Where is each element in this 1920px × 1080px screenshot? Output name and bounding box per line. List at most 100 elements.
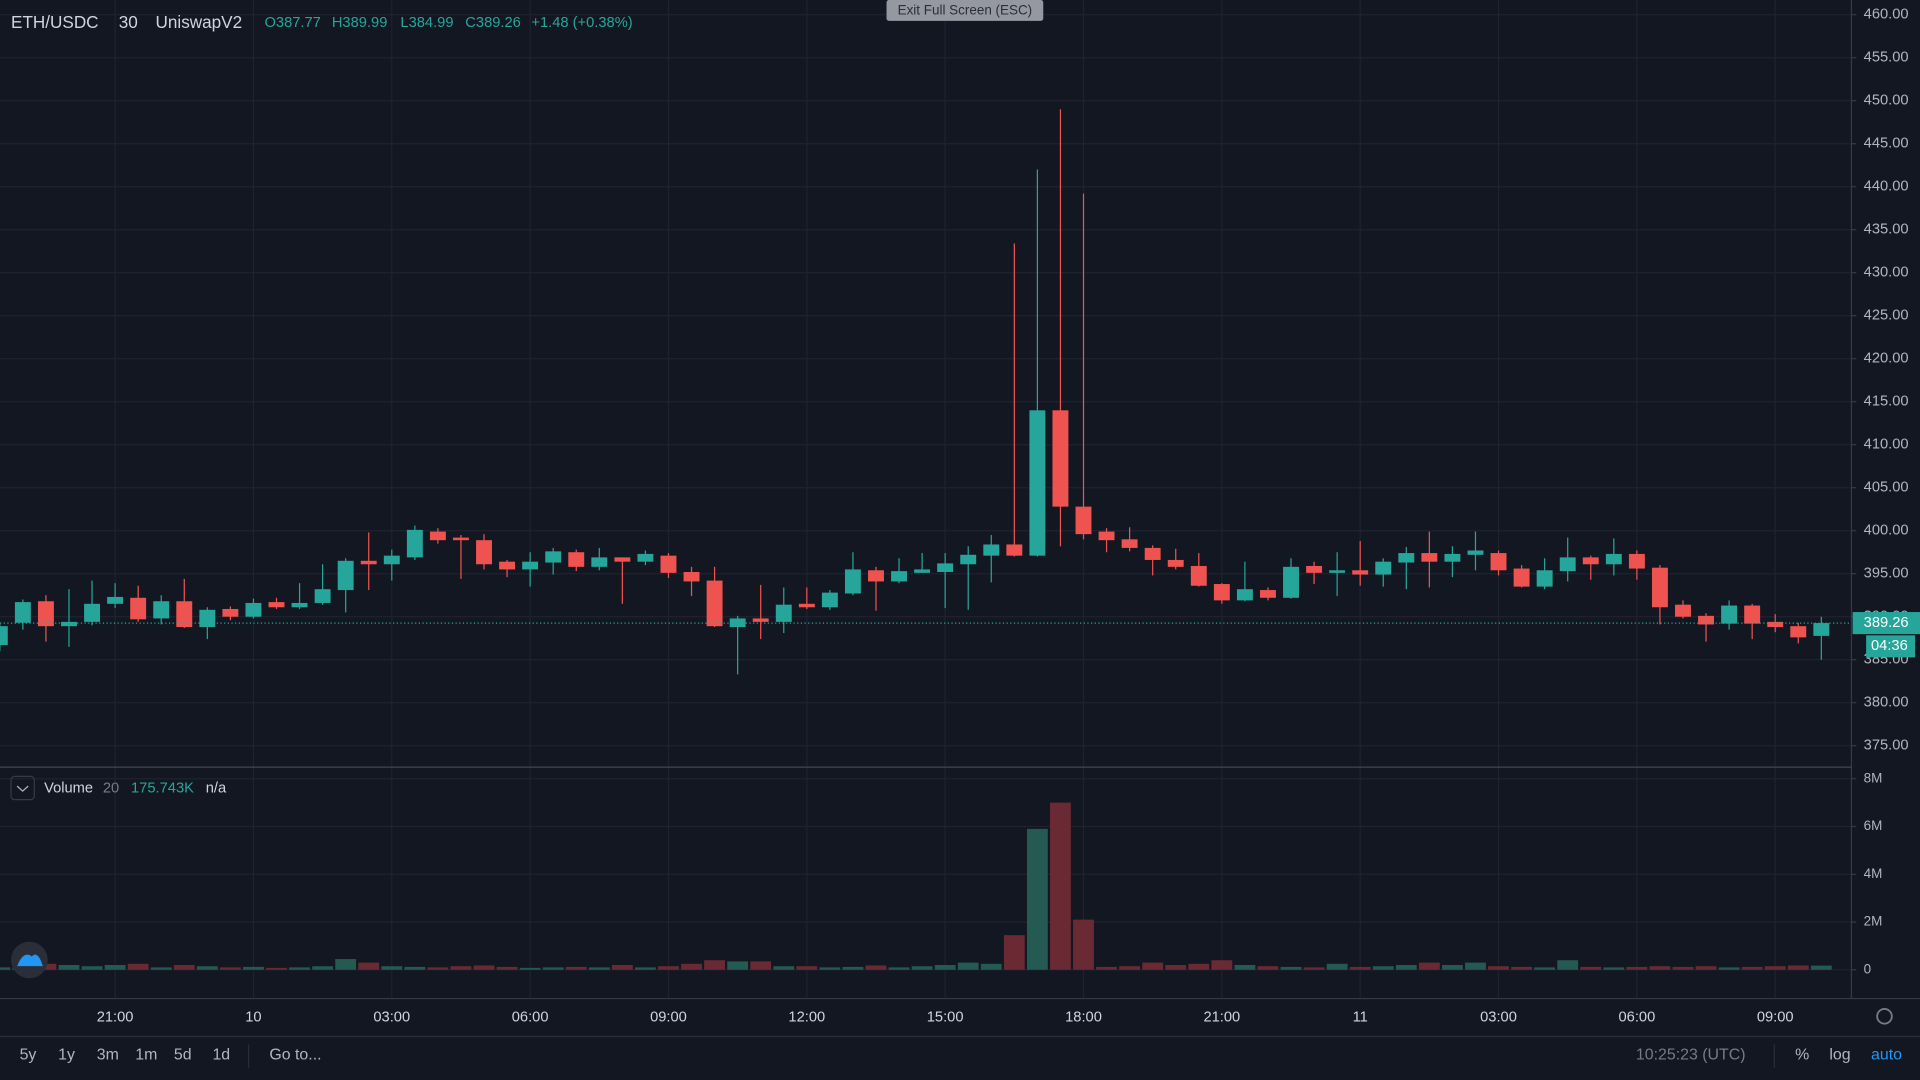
x-tick-label: 18:00	[1065, 1009, 1102, 1025]
candle-body	[960, 554, 977, 565]
x-tick-label: 03:00	[373, 1009, 410, 1025]
volume-bar	[1372, 966, 1394, 970]
candle-body	[314, 589, 331, 603]
y-tick-label: 445.00	[1864, 136, 1909, 152]
volume-bar	[1580, 966, 1602, 970]
collapse-icon[interactable]	[16, 785, 29, 792]
volume-bar	[127, 963, 149, 970]
volume-bar	[1026, 828, 1048, 970]
volume-bar	[980, 963, 1002, 970]
volume-bar	[1257, 966, 1279, 970]
y-tick-label: 0	[1864, 961, 1871, 976]
collapse-button[interactable]	[10, 775, 35, 801]
volume-title: Volume	[44, 780, 93, 796]
candle-body	[61, 621, 77, 627]
candle-body	[429, 531, 446, 541]
candle-body	[775, 604, 792, 622]
countdown-box	[1866, 635, 1916, 658]
candle-body	[1352, 570, 1369, 575]
range-button[interactable]: 3m	[97, 1047, 119, 1064]
last-price-label: 389.26	[1864, 615, 1909, 631]
exit-fullscreen[interactable]	[886, 0, 1044, 21]
range-button[interactable]: 1d	[212, 1047, 230, 1064]
candle-body	[337, 560, 354, 591]
candle-body	[1790, 626, 1807, 638]
y-tick-label: 435.00	[1864, 222, 1909, 238]
candle-body	[545, 551, 562, 563]
y-tick-label: 410.00	[1864, 437, 1909, 453]
range-button[interactable]: 1m	[135, 1047, 157, 1064]
volume-bar	[704, 960, 725, 970]
y-tick-label: 420.00	[1864, 351, 1909, 367]
x-tick-label: 09:00	[1757, 1009, 1794, 1025]
y-tick-label: 455.00	[1864, 50, 1909, 66]
auto-toggle[interactable]: auto	[1871, 1047, 1902, 1064]
volume-bar	[750, 961, 772, 970]
ohlc-high: H389.99	[332, 15, 388, 31]
candle-body	[1236, 589, 1253, 601]
candle-body	[1190, 565, 1207, 586]
volume-bar	[588, 967, 610, 970]
volume-bar	[81, 966, 103, 970]
volume-bar	[888, 967, 910, 970]
volume-bar	[496, 966, 518, 970]
candle-body	[268, 602, 285, 608]
volume-bar	[1718, 967, 1740, 970]
volume-bar	[542, 967, 564, 970]
volume-bar	[196, 966, 218, 970]
log-toggle[interactable]: log	[1829, 1047, 1850, 1064]
volume-bar	[773, 966, 795, 970]
volume-bar	[635, 967, 656, 970]
y-tick-label: 425.00	[1864, 308, 1909, 324]
logo-icon[interactable]	[17, 954, 43, 967]
candle-body	[176, 601, 193, 628]
y-tick-label: 395.00	[1864, 566, 1909, 582]
candle-body	[14, 602, 31, 623]
ohlc-open: O387.77	[264, 15, 320, 31]
volume-bar	[1626, 966, 1648, 970]
volume-bar	[450, 966, 472, 970]
exit-fullscreen-label[interactable]: Exit Full Screen (ESC)	[898, 3, 1033, 18]
volume-bar	[1303, 967, 1325, 970]
volume-bar	[473, 965, 495, 970]
y-tick-label: 405.00	[1864, 480, 1909, 496]
ohlc-close: C389.26	[465, 15, 521, 31]
candle-body	[1767, 621, 1784, 628]
volume-bar	[1557, 960, 1579, 970]
y-tick-label: 460.00	[1864, 7, 1909, 23]
candle-body	[914, 569, 931, 573]
candle-body	[614, 557, 631, 562]
candle-body	[798, 603, 815, 608]
candle-body	[383, 555, 400, 565]
volume-bar	[934, 965, 956, 970]
goto[interactable]: Go to...	[269, 1047, 321, 1064]
clock: 10:25:23 (UTC)	[1636, 1047, 1746, 1064]
range-button[interactable]: 1y	[58, 1047, 75, 1064]
volume-bar	[173, 965, 195, 970]
volume-bar	[1234, 965, 1256, 970]
volume-bar	[1165, 965, 1187, 970]
range-button[interactable]: 5y	[20, 1047, 37, 1064]
range-button[interactable]: 5d	[174, 1047, 192, 1064]
candle-body	[84, 603, 101, 622]
percent-toggle[interactable]: %	[1795, 1047, 1809, 1064]
candle-body	[1398, 553, 1415, 563]
volume-bar	[611, 965, 633, 970]
volume-bar	[1695, 966, 1717, 970]
interval: 30	[119, 12, 138, 32]
candle-body	[1144, 547, 1161, 560]
volume-bar	[0, 967, 11, 970]
candle-body	[1006, 544, 1023, 556]
settings-icon[interactable]	[1876, 1008, 1893, 1025]
y-tick-label: 440.00	[1864, 179, 1909, 195]
candle-body	[360, 560, 377, 565]
countdown-label: 04:36	[1871, 638, 1908, 654]
volume-bar	[1418, 962, 1440, 970]
candle-body	[1052, 410, 1069, 507]
volume-bar	[219, 967, 241, 970]
symbol: ETH/USDC	[11, 12, 99, 32]
volume-bar	[1741, 966, 1763, 970]
candle-body	[1329, 570, 1346, 573]
